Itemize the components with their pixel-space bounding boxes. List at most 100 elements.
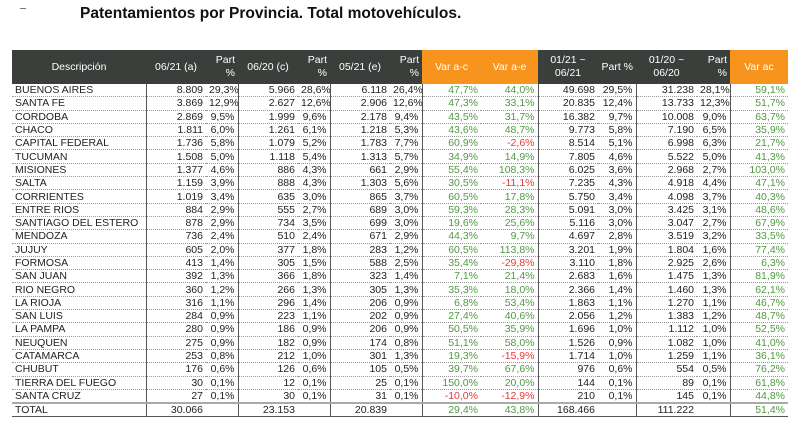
col-part-e: 5,3%: [390, 123, 422, 138]
col-var-a-e: 20,0%: [481, 376, 538, 390]
col-0620-c: 212: [237, 349, 298, 364]
col-part-e: 26,4%: [390, 84, 423, 98]
col-0621-a: 316: [145, 296, 206, 311]
col-0521-e: 6.118: [329, 84, 390, 98]
col-part-c: 1,8%: [298, 243, 330, 257]
col-var-ac: 41,3%: [729, 149, 788, 164]
col-var-a-c: 27,4%: [421, 309, 481, 324]
col-part-a: 5,8%: [206, 136, 238, 151]
header-col-var-a-e: Var a-e: [481, 50, 538, 84]
col-part-c: 0,6%: [298, 362, 330, 377]
col-0620-c: 30: [237, 389, 298, 404]
col-part-a: 0,9%: [206, 336, 238, 350]
col-part-acum-20: [697, 402, 730, 418]
col-part-acum-21: 3,4%: [598, 189, 636, 204]
col-0621-a: 176: [145, 362, 206, 377]
col-var-a-e: -11,1%: [481, 176, 538, 191]
col-part-e: 1,4%: [390, 269, 422, 284]
col-part-acum-20: 0,5%: [697, 362, 730, 377]
col-descripcion: ENTRE RIOS: [12, 203, 146, 217]
table-row: MISIONES 1.377 4,6% 886 4,3% 661 2,9% 55,4% 108,…: [12, 163, 788, 178]
col-var-a-c: 43,6%: [421, 123, 481, 138]
col-0621-a: 284: [145, 309, 206, 324]
col-part-acum-20: 1,3%: [697, 282, 730, 297]
col-0620-c: 296: [237, 296, 298, 311]
col-acum-20: 111.222: [635, 402, 697, 418]
col-var-a-c: 19,6%: [421, 216, 481, 231]
col-acum-20: 3.425: [635, 203, 697, 217]
col-var-a-e: 21,4%: [481, 269, 538, 284]
header-col-descripcion: Descripción: [12, 50, 146, 84]
table-row: CHUBUT 176 0,6% 126 0,6% 105 0,5% 39,7% 67,6% 976…: [12, 362, 788, 377]
col-part-acum-21: 1,9%: [598, 243, 636, 257]
col-acum-21: 1.526: [537, 336, 598, 350]
col-acum-21: 8.514: [537, 136, 598, 151]
col-0521-e: 865: [329, 189, 390, 204]
col-var-ac: 33,5%: [729, 229, 788, 244]
col-0521-e: 588: [329, 256, 390, 271]
table-row: MENDOZA 736 2,4% 510 2,4% 671 2,9% 44,3% 9,7% 4.6…: [12, 229, 788, 244]
col-var-ac: 48,7%: [729, 309, 788, 324]
col-acum-20: 1.460: [635, 282, 697, 297]
total-row: TOTAL 30.066 23.153 20.839 29,4% 43,8% 168.466…: [12, 402, 788, 418]
col-part-acum-20: 2,7%: [697, 216, 730, 231]
col-part-c: 0,9%: [298, 322, 330, 337]
col-part-acum-21: 1,8%: [598, 256, 636, 271]
col-0620-c: 888: [237, 176, 298, 191]
col-0621-a: 360: [145, 282, 206, 297]
table-row: RIO NEGRO 360 1,2% 266 1,3% 305 1,3% 35,3% 18,0%…: [12, 282, 788, 297]
col-part-a: 0,8%: [206, 349, 238, 364]
col-0621-a: 30.066: [145, 402, 206, 418]
col-part-e: 1,3%: [390, 349, 422, 364]
col-var-ac: 6,3%: [729, 256, 788, 271]
col-part-acum-21: 1,6%: [598, 269, 636, 284]
col-0620-c: 1.118: [237, 149, 298, 164]
table-row: CAPITAL FEDERAL 1.736 5,8% 1.079 5,2% 1.783 7,…: [12, 136, 788, 151]
col-part-acum-20: 0,1%: [697, 389, 730, 404]
col-var-a-c: 60,5%: [421, 243, 481, 257]
col-part-acum-21: 0,9%: [598, 336, 636, 350]
col-part-a: 2,4%: [206, 229, 238, 244]
table-row: CATAMARCA 253 0,8% 212 1,0% 301 1,3% 19,3% -15,9…: [12, 349, 788, 364]
col-0521-e: 1.783: [329, 136, 390, 151]
col-0521-e: 206: [329, 296, 390, 311]
col-acum-21: 3.110: [537, 256, 598, 271]
col-acum-21: 16.382: [537, 110, 598, 124]
header-col-0521-e: 05/21 (e): [330, 50, 390, 84]
col-part-acum-20: 1,0%: [697, 336, 730, 350]
col-part-acum-21: 0,1%: [598, 389, 636, 404]
col-part-e: 3,0%: [390, 216, 422, 231]
col-acum-21: 1.863: [537, 296, 598, 311]
col-var-ac: 76,2%: [729, 362, 788, 377]
col-part-c: 4,3%: [298, 176, 330, 191]
col-var-a-c: 35,3%: [421, 282, 481, 297]
col-part-a: 0,1%: [206, 376, 238, 390]
col-part-acum-20: 1,1%: [697, 296, 730, 311]
col-var-a-e: 53,4%: [481, 296, 538, 311]
col-var-a-e: 18,0%: [481, 282, 538, 297]
col-descripcion: SANTIAGO DEL ESTERO: [12, 216, 146, 231]
col-part-acum-20: 4,4%: [697, 176, 730, 191]
col-part-a: 2,9%: [206, 203, 238, 217]
col-part-acum-20: 6,3%: [697, 136, 730, 151]
col-var-ac: 48,6%: [729, 203, 788, 217]
table-row: LA RIOJA 316 1,1% 296 1,4% 206 0,9% 6,8% 53,4% 1.…: [12, 296, 788, 311]
col-part-c: 1,1%: [298, 309, 330, 324]
col-acum-20: 10.008: [635, 110, 697, 124]
col-part-e: 3,7%: [390, 189, 422, 204]
col-part-acum-21: 3,0%: [598, 203, 636, 217]
col-var-a-c: 51,1%: [421, 336, 481, 350]
col-var-ac: 59,1%: [729, 84, 788, 98]
col-part-a: 4,6%: [206, 163, 238, 178]
col-var-ac: 47,1%: [729, 176, 788, 191]
col-part-acum-20: 28,1%: [697, 84, 730, 98]
col-descripcion: FORMOSA: [12, 256, 146, 271]
col-acum-20: 89: [635, 376, 697, 390]
col-0621-a: 253: [145, 349, 206, 364]
col-acum-20: 554: [635, 362, 697, 377]
col-part-c: 12,6%: [298, 96, 331, 111]
col-acum-20: 13.733: [635, 96, 697, 111]
col-0621-a: 413: [145, 256, 206, 271]
col-part-acum-21: 4,6%: [598, 149, 636, 164]
col-descripcion: LA RIOJA: [12, 296, 146, 311]
